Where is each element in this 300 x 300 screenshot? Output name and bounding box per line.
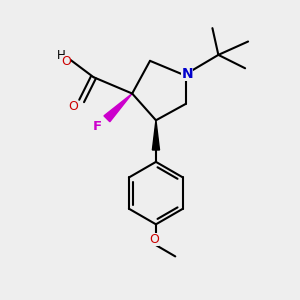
Polygon shape [104,94,132,122]
Text: O: O [68,100,78,112]
Text: F: F [92,120,102,133]
Text: O: O [61,55,71,68]
Text: O: O [149,233,159,246]
Polygon shape [152,120,160,150]
Text: H: H [57,49,66,62]
Text: N: N [181,67,193,81]
